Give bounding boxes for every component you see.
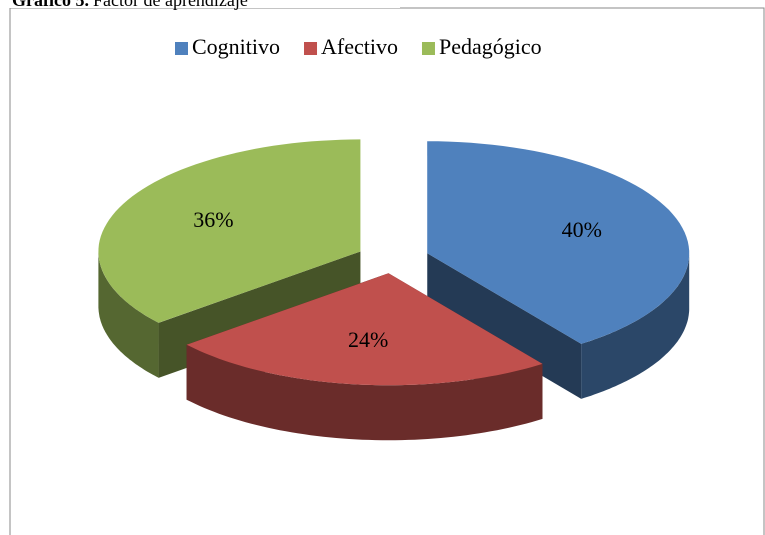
chart-title: Gráfico 5. Factor de aprendizaje bbox=[12, 0, 248, 10]
legend-swatch bbox=[421, 42, 435, 55]
data-label: 40% bbox=[562, 217, 602, 242]
legend-swatch bbox=[304, 42, 318, 55]
legend: Cognitivo Afectivo Pedagógico bbox=[175, 34, 542, 59]
slice bbox=[186, 273, 543, 386]
legend-swatch bbox=[175, 42, 188, 55]
slice bbox=[98, 139, 361, 323]
title-label: Gráfico 5. bbox=[12, 0, 89, 10]
legend-label: Pedagógico bbox=[439, 34, 542, 59]
data-label: 24% bbox=[348, 327, 388, 352]
slice bbox=[427, 141, 690, 344]
slice-side bbox=[98, 251, 159, 378]
data-label: 36% bbox=[193, 207, 233, 232]
slice-side bbox=[427, 253, 582, 399]
title-backdrop bbox=[0, 0, 400, 8]
legend-label: Afectivo bbox=[321, 34, 398, 59]
slice-side bbox=[581, 253, 690, 399]
legend-label: Cognitivo bbox=[192, 34, 280, 59]
title-text: Factor de aprendizaje bbox=[93, 0, 248, 10]
slice-side bbox=[186, 344, 543, 441]
